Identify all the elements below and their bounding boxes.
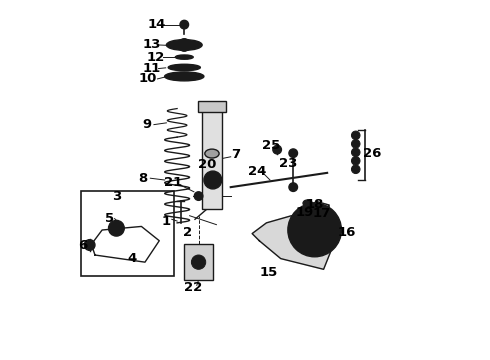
Text: 10: 10: [139, 72, 157, 85]
Text: 16: 16: [338, 226, 356, 239]
Circle shape: [306, 221, 323, 239]
Circle shape: [289, 183, 297, 192]
Text: 15: 15: [259, 266, 277, 279]
Circle shape: [84, 240, 95, 250]
Circle shape: [204, 171, 222, 189]
Text: 4: 4: [128, 252, 137, 265]
Circle shape: [109, 220, 124, 236]
Text: 26: 26: [363, 147, 381, 160]
Circle shape: [288, 203, 342, 257]
Text: 19: 19: [296, 206, 314, 219]
Circle shape: [192, 255, 206, 269]
Ellipse shape: [303, 200, 312, 206]
Circle shape: [295, 210, 334, 249]
Text: 23: 23: [279, 157, 298, 170]
Text: 22: 22: [184, 282, 202, 294]
Text: 24: 24: [248, 165, 267, 178]
Ellipse shape: [205, 149, 219, 158]
Ellipse shape: [165, 72, 204, 81]
Text: 17: 17: [313, 207, 331, 220]
Text: 13: 13: [142, 39, 161, 51]
Text: 12: 12: [147, 51, 165, 64]
Text: 9: 9: [142, 118, 151, 131]
Circle shape: [351, 131, 360, 140]
Circle shape: [351, 140, 360, 148]
Circle shape: [351, 148, 360, 157]
Text: 20: 20: [198, 158, 217, 171]
Text: 6: 6: [78, 239, 87, 252]
Circle shape: [194, 192, 203, 201]
Circle shape: [351, 157, 360, 165]
Ellipse shape: [168, 64, 200, 71]
Text: 2: 2: [183, 226, 192, 239]
Text: 14: 14: [147, 18, 166, 31]
Text: 18: 18: [306, 198, 324, 211]
Circle shape: [209, 176, 217, 184]
Circle shape: [273, 145, 281, 154]
Circle shape: [289, 149, 297, 157]
Ellipse shape: [175, 55, 193, 59]
Text: 1: 1: [162, 215, 171, 228]
Circle shape: [351, 165, 360, 174]
Circle shape: [113, 225, 120, 231]
Bar: [184, 244, 213, 280]
Ellipse shape: [167, 40, 202, 50]
Bar: [81, 191, 173, 276]
Text: 5: 5: [105, 212, 114, 225]
Polygon shape: [306, 202, 329, 219]
Text: 7: 7: [231, 148, 241, 162]
Circle shape: [178, 39, 191, 51]
Polygon shape: [252, 216, 331, 269]
Text: 25: 25: [262, 139, 280, 152]
Bar: [202, 109, 222, 208]
Ellipse shape: [298, 210, 304, 215]
Text: 3: 3: [112, 190, 121, 203]
Text: 11: 11: [142, 62, 161, 75]
Circle shape: [180, 20, 189, 29]
Text: 8: 8: [139, 172, 148, 185]
Text: 21: 21: [164, 176, 182, 189]
Bar: [198, 102, 226, 112]
